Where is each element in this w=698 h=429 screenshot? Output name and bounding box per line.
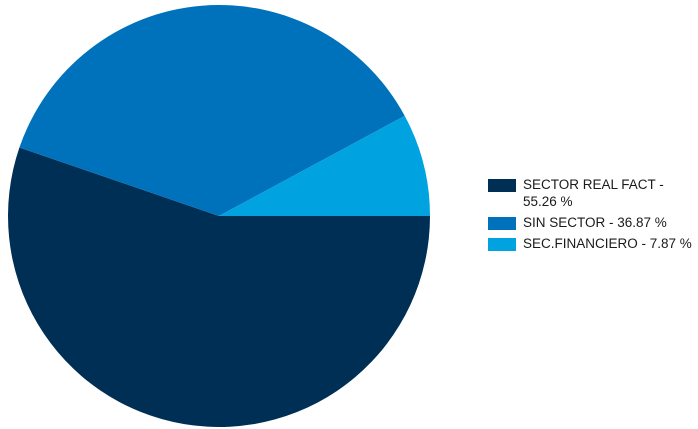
pie-slices (8, 4, 430, 427)
pie-slice-sin-sector (19, 4, 405, 216)
pie-slice-sec-financiero (219, 115, 430, 216)
chart-legend: SECTOR REAL FACT - 55.26 % SIN SECTOR - … (488, 176, 693, 256)
legend-item-sector-real-fact: SECTOR REAL FACT - 55.26 % (488, 176, 693, 210)
legend-swatch-sector-real-fact (488, 179, 516, 192)
pie-slice-sector-real-fact (8, 147, 430, 427)
legend-swatch-sec-financiero (488, 238, 516, 251)
legend-label-sector-real-fact: SECTOR REAL FACT - 55.26 % (523, 177, 664, 209)
legend-swatch-sin-sector (488, 217, 516, 230)
legend-item-sec-financiero: SEC.FINANCIERO - 7.87 % (488, 235, 693, 252)
legend-item-sin-sector: SIN SECTOR - 36.87 % (488, 214, 693, 231)
legend-label-sin-sector: SIN SECTOR - 36.87 % (523, 215, 667, 230)
legend-label-sec-financiero: SEC.FINANCIERO - 7.87 % (523, 236, 692, 251)
